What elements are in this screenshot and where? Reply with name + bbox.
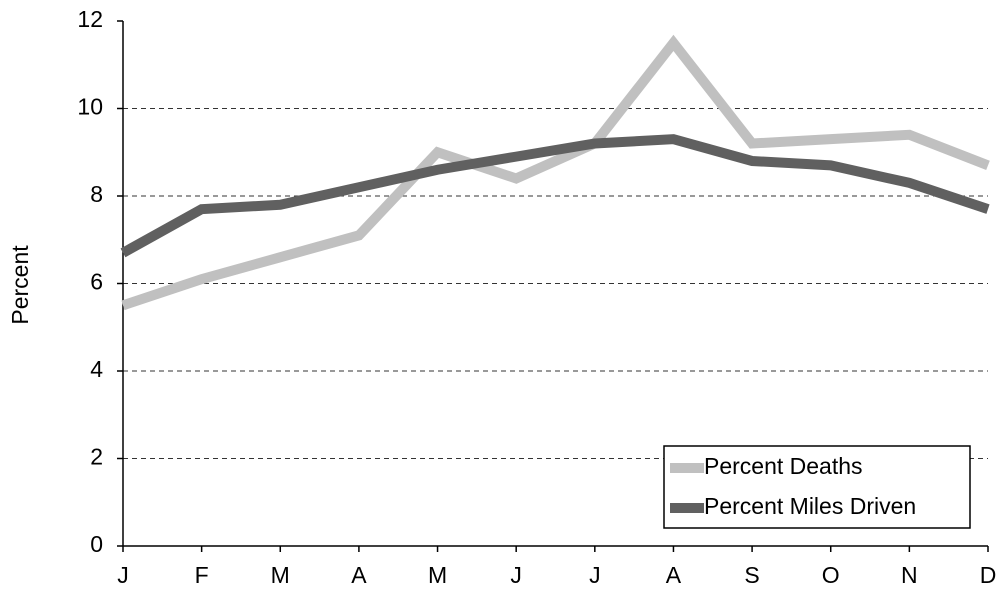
x-tick-label: J bbox=[510, 562, 522, 588]
legend-label: Percent Miles Driven bbox=[704, 493, 916, 519]
x-tick-label: A bbox=[666, 562, 682, 588]
x-tick-label: S bbox=[744, 562, 759, 588]
y-tick-label: 0 bbox=[90, 531, 103, 557]
y-axis-label: Percent bbox=[7, 245, 33, 325]
x-tick-label: M bbox=[428, 562, 447, 588]
series-line bbox=[120, 134, 990, 258]
series-line bbox=[121, 34, 990, 311]
x-tick-label: O bbox=[822, 562, 840, 588]
y-tick-label: 6 bbox=[90, 269, 103, 295]
y-tick-label: 8 bbox=[90, 181, 103, 207]
legend-label: Percent Deaths bbox=[704, 453, 863, 479]
y-tick-label: 2 bbox=[90, 444, 103, 470]
x-tick-label: D bbox=[980, 562, 997, 588]
x-tick-label: N bbox=[901, 562, 918, 588]
y-tick-label: 10 bbox=[77, 94, 103, 120]
x-tick-label: J bbox=[117, 562, 129, 588]
y-tick-label: 12 bbox=[77, 6, 103, 32]
legend-box bbox=[663, 445, 971, 529]
x-tick-label: J bbox=[589, 562, 601, 588]
y-tick-label: 4 bbox=[90, 356, 103, 382]
x-tick-label: F bbox=[195, 562, 209, 588]
x-tick-label: M bbox=[271, 562, 290, 588]
x-tick-label: A bbox=[351, 562, 367, 588]
